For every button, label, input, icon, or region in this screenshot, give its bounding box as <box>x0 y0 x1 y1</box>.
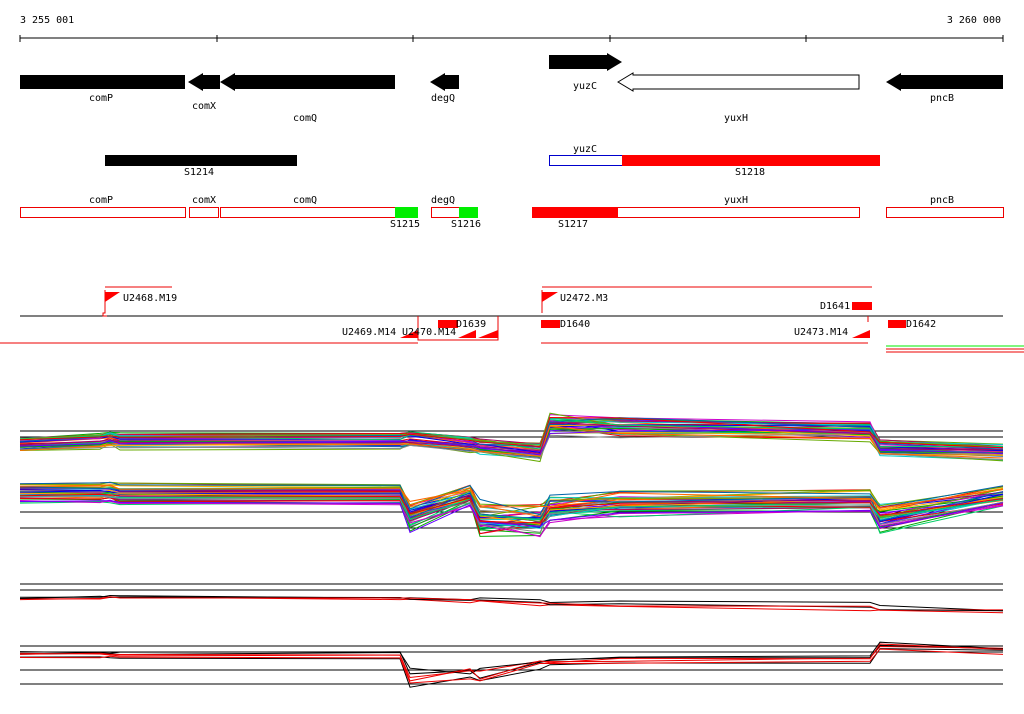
annotation[interactable] <box>20 207 186 218</box>
expression-curve <box>20 594 1004 612</box>
transcript-label: D1639 <box>456 319 486 330</box>
expression-curve <box>19 643 1004 682</box>
annotation-label: pncB <box>930 195 954 206</box>
gene[interactable] <box>549 53 622 71</box>
annotation-block[interactable] <box>459 207 478 218</box>
annotation-label: comP <box>89 195 113 206</box>
expression-curve <box>19 493 1004 524</box>
gene-track: comP comX comQ degQ yuzC yuxH pncB <box>20 53 1003 124</box>
transcript-label: U2472.M3 <box>560 293 608 304</box>
transcript-label: U2473.M14 <box>794 327 848 338</box>
transcript-label: D1642 <box>906 319 936 330</box>
annotation-label: yuxH <box>724 195 748 206</box>
gene-label: comQ <box>293 113 317 124</box>
expression-curve <box>19 641 1004 679</box>
gene-label: yuxH <box>724 113 748 124</box>
transcript-track: U2468.M19 U2472.M3 D1641 U2469.M14 U2470… <box>0 286 1024 353</box>
annotation-labels: comP comX comQ S1215 degQ S1216 S1217 yu… <box>89 195 954 230</box>
gene-label: pncB <box>930 93 954 104</box>
segment[interactable] <box>105 155 297 166</box>
transcript-label: D1640 <box>560 319 590 330</box>
expression-curve <box>19 596 1004 614</box>
segment-label: S1218 <box>735 167 765 178</box>
annotation-track <box>20 207 1004 218</box>
transcript-label: U2468.M19 <box>123 293 177 304</box>
segment[interactable] <box>622 155 880 166</box>
transcript-label: D1641 <box>820 301 850 312</box>
gene-label: comP <box>89 93 113 104</box>
transcript-label: U2470.M14 <box>402 327 456 338</box>
annotation-label: S1215 <box>390 219 420 230</box>
segment-label: yuzC <box>573 144 597 155</box>
annotation-label: comQ <box>293 195 317 206</box>
annotation-label: S1216 <box>451 219 481 230</box>
segment-track: S1214 yuzC S1218 <box>105 144 880 178</box>
annotation[interactable] <box>220 207 418 218</box>
gene[interactable] <box>220 73 395 91</box>
annotation-label: comX <box>192 195 216 206</box>
ruler: 3 255 001 3 260 000 <box>19 15 1004 42</box>
ruler-end: 3 260 000 <box>947 15 1001 26</box>
expression-curve <box>19 484 1004 509</box>
segment[interactable] <box>549 155 623 166</box>
annotation[interactable] <box>886 207 1004 218</box>
segment-label: S1214 <box>184 167 214 178</box>
ruler-start: 3 255 001 <box>20 15 74 26</box>
expression-curve <box>19 500 1004 534</box>
expression-curve <box>19 648 1004 688</box>
expression-curve <box>19 432 1004 460</box>
annotation-label: S1217 <box>558 219 588 230</box>
expression-curve <box>19 416 1004 449</box>
annotation-label: degQ <box>431 195 455 206</box>
expression-curve <box>19 425 1004 459</box>
annotation[interactable] <box>189 207 219 218</box>
transcript-label: U2469.M14 <box>342 327 396 338</box>
expression-curve <box>19 427 1004 463</box>
gene-label: comX <box>192 101 216 112</box>
expression-panels <box>19 412 1004 688</box>
expression-curve <box>19 481 1004 516</box>
gene[interactable] <box>617 72 860 92</box>
expression-curve <box>19 648 1004 684</box>
expression-curve <box>19 645 1004 679</box>
gene[interactable] <box>430 73 459 91</box>
annotation-block[interactable] <box>395 207 418 218</box>
gene[interactable] <box>188 73 220 91</box>
gene-label: degQ <box>431 93 455 104</box>
expression-curve <box>19 421 1004 455</box>
gene[interactable] <box>20 75 185 89</box>
expression-curve <box>19 492 1004 521</box>
gene[interactable] <box>886 73 1003 91</box>
annotation-block[interactable] <box>532 207 618 218</box>
gene-label: yuzC <box>573 81 597 92</box>
